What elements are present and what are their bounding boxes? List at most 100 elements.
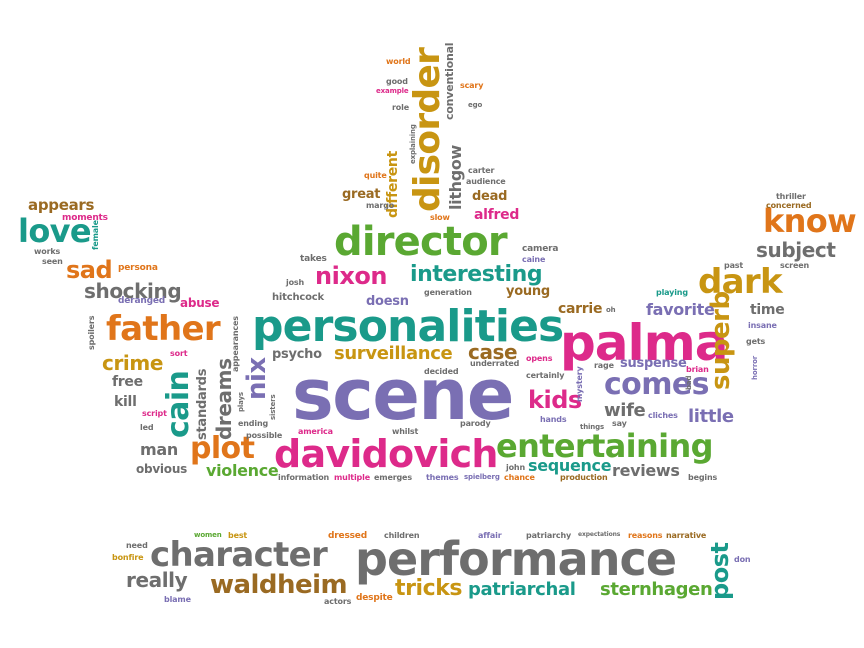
word-surveillance: surveillance <box>334 343 453 364</box>
word-post: post <box>706 542 734 600</box>
word-suspense: suspense <box>620 356 687 371</box>
word-slow: slow <box>430 213 450 222</box>
word-scene: scene <box>292 354 514 436</box>
word-know: know <box>763 202 857 240</box>
word-actors: actors <box>324 597 352 606</box>
word-spielberg: spielberg <box>464 473 500 481</box>
word-davidovich: davidovich <box>274 432 498 476</box>
word-wife: wife <box>604 400 646 421</box>
word-emerges: emerges <box>374 473 412 482</box>
word-carter: carter <box>468 166 495 175</box>
word-obvious: obvious <box>136 462 188 476</box>
word-dressed: dressed <box>328 531 367 541</box>
word-moments: moments <box>62 213 108 223</box>
word-don: don <box>734 555 751 564</box>
word-persona: persona <box>118 263 158 273</box>
word-interesting: interesting <box>410 262 543 287</box>
word-spoilers: spoilers <box>87 315 96 350</box>
word-character: character <box>150 535 328 575</box>
word-comes: comes <box>604 367 709 402</box>
word-crime: crime <box>102 351 163 375</box>
word-certainly: certainly <box>526 371 565 380</box>
word-ending: ending <box>238 419 269 428</box>
word-bad: bad <box>685 375 693 390</box>
word-despite: despite <box>356 593 393 603</box>
word-entertaining: entertaining <box>496 427 714 465</box>
word-example: example <box>376 87 409 95</box>
word-themes: themes <box>426 473 459 482</box>
word-female: female <box>91 220 100 250</box>
word-lithgow: lithgow <box>446 145 465 210</box>
word-script: script <box>142 409 167 418</box>
word-conventional: conventional <box>443 42 456 120</box>
word-patriarchal: patriarchal <box>468 579 576 600</box>
word-palma: palma <box>560 314 729 372</box>
word-role: role <box>392 103 409 112</box>
word-best: best <box>228 531 248 540</box>
word-seen: seen <box>42 257 63 266</box>
word-kids: kids <box>528 386 582 414</box>
word-hands: hands <box>540 415 567 424</box>
word-sort: sort <box>170 349 188 358</box>
word-reasons: reasons <box>628 531 663 540</box>
word-personalities: personalities <box>252 301 564 352</box>
word-women: women <box>194 531 222 539</box>
word-parody: parody <box>460 419 491 428</box>
word-appearances: appearances <box>231 316 240 372</box>
word-performance: performance <box>355 532 677 586</box>
word-production: production <box>560 473 608 482</box>
word-blame: blame <box>164 595 191 604</box>
word-audience: audience <box>466 177 506 186</box>
word-psycho: psycho <box>272 347 322 362</box>
word-explaining: explaining <box>409 124 417 164</box>
word-decided: decided <box>424 367 459 376</box>
word-sequence: sequence <box>528 456 612 475</box>
word-hitchcock: hitchcock <box>272 292 324 303</box>
word-concerned: concerned <box>766 201 812 210</box>
word-caine: caine <box>522 255 546 264</box>
word-standards: standards <box>195 368 210 440</box>
word-plays: plays <box>237 392 245 412</box>
word-good: good <box>386 77 408 86</box>
word-expectations: expectations <box>578 531 621 538</box>
word-whilst: whilst <box>392 427 419 436</box>
word-world: world <box>386 57 411 66</box>
word-narrative: narrative <box>666 531 707 540</box>
word-thriller: thriller <box>776 192 806 201</box>
word-screen: screen <box>780 261 810 270</box>
word-opens: opens <box>526 354 553 363</box>
word-children: children <box>384 531 420 540</box>
word-sisters: sisters <box>269 394 277 420</box>
word-shocking: shocking <box>84 279 182 303</box>
word-scary: scary <box>460 81 484 90</box>
word-gets: gets <box>746 337 766 346</box>
word-playing: playing <box>656 288 688 297</box>
word-led: led <box>140 423 154 432</box>
word-underrated: underrated <box>470 359 520 368</box>
word-bonfire: bonfire <box>112 553 144 562</box>
word-great: great <box>342 187 381 202</box>
word-doesn: doesn <box>366 294 409 309</box>
word-rage: rage <box>594 361 614 370</box>
word-deranged: deranged <box>118 296 166 306</box>
word-need: need <box>126 541 148 550</box>
word-really: really <box>126 568 188 592</box>
word-takes: takes <box>300 254 327 264</box>
word-things: things <box>580 423 605 431</box>
word-kill: kill <box>114 394 137 410</box>
word-sad: sad <box>66 256 113 284</box>
word-camera: camera <box>522 244 559 254</box>
word-possible: possible <box>246 431 283 440</box>
word-reviews: reviews <box>612 461 680 480</box>
word-dead: dead <box>472 189 508 204</box>
word-nixon: nixon <box>315 262 387 290</box>
word-america: america <box>298 427 333 436</box>
word-say: say <box>612 419 627 428</box>
word-horror: horror <box>751 355 759 380</box>
word-abuse: abuse <box>180 296 220 310</box>
word-time: time <box>750 302 785 318</box>
word-brian: brian <box>686 365 709 374</box>
word-josh: josh <box>286 278 305 287</box>
word-father: father <box>106 309 221 349</box>
